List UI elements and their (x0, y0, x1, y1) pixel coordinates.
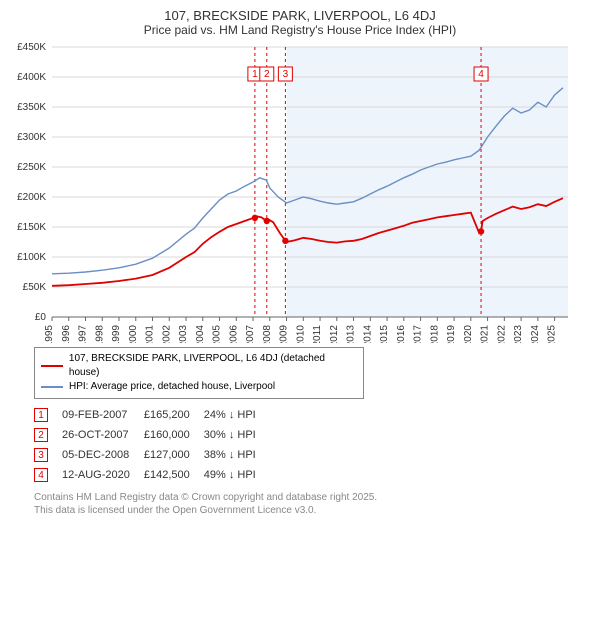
svg-text:2001: 2001 (145, 325, 156, 343)
svg-text:2003: 2003 (178, 325, 189, 343)
page-title: 107, BRECKSIDE PARK, LIVERPOOL, L6 4DJ (10, 8, 590, 23)
svg-text:2013: 2013 (346, 325, 357, 343)
sale-delta: 24% ↓ HPI (204, 405, 270, 425)
svg-text:2002: 2002 (161, 325, 172, 343)
svg-text:£250K: £250K (17, 162, 46, 173)
svg-text:2011: 2011 (312, 325, 323, 343)
sale-marker-num: 4 (34, 468, 48, 482)
svg-text:2009: 2009 (279, 325, 290, 343)
svg-text:2005: 2005 (212, 325, 223, 343)
svg-text:1: 1 (252, 69, 258, 80)
sale-date: 12-AUG-2020 (62, 465, 144, 485)
svg-text:2019: 2019 (446, 325, 457, 343)
svg-text:£50K: £50K (23, 282, 47, 293)
sales-table: 1 09-FEB-2007£165,20024% ↓ HPI 2 26-OCT-200… (34, 405, 270, 485)
sale-price: £165,200 (144, 405, 204, 425)
sale-date: 26-OCT-2007 (62, 425, 144, 445)
svg-text:2007: 2007 (245, 325, 256, 343)
svg-text:2024: 2024 (530, 325, 541, 343)
sale-delta: 49% ↓ HPI (204, 465, 270, 485)
sale-delta: 38% ↓ HPI (204, 445, 270, 465)
sale-price: £127,000 (144, 445, 204, 465)
page-subtitle: Price paid vs. HM Land Registry's House … (10, 23, 590, 37)
sale-delta: 30% ↓ HPI (204, 425, 270, 445)
sale-price: £142,500 (144, 465, 204, 485)
svg-text:1996: 1996 (61, 325, 72, 343)
svg-text:1999: 1999 (111, 325, 122, 343)
svg-text:2021: 2021 (480, 325, 491, 343)
sale-row: 1 09-FEB-2007£165,20024% ↓ HPI (34, 405, 270, 425)
svg-text:2016: 2016 (396, 325, 407, 343)
footer-attribution: Contains HM Land Registry data © Crown c… (34, 491, 588, 517)
svg-text:1997: 1997 (78, 325, 89, 343)
svg-text:1998: 1998 (94, 325, 105, 343)
svg-text:2017: 2017 (413, 325, 424, 343)
sale-marker-num: 2 (34, 428, 48, 442)
svg-text:2020: 2020 (463, 325, 474, 343)
svg-text:£100K: £100K (17, 252, 46, 263)
legend-swatch (41, 386, 63, 388)
svg-text:£0: £0 (35, 312, 47, 323)
footer-line: This data is licensed under the Open Gov… (34, 504, 588, 517)
svg-text:2014: 2014 (362, 325, 373, 343)
legend-item: 107, BRECKSIDE PARK, LIVERPOOL, L6 4DJ (… (41, 352, 357, 380)
svg-text:2006: 2006 (228, 325, 239, 343)
svg-text:£350K: £350K (17, 102, 46, 113)
svg-text:2004: 2004 (195, 325, 206, 343)
svg-text:2: 2 (264, 69, 270, 80)
svg-text:2010: 2010 (295, 325, 306, 343)
legend-label: 107, BRECKSIDE PARK, LIVERPOOL, L6 4DJ (… (69, 352, 357, 380)
svg-text:2000: 2000 (128, 325, 139, 343)
chart-container: £0 £50K £100K £150K £200K £250K £300K £350K £400… (10, 43, 590, 343)
legend-item: HPI: Average price, detached house, Live… (41, 380, 357, 394)
svg-text:4: 4 (478, 69, 484, 80)
svg-text:2008: 2008 (262, 325, 273, 343)
sale-date: 05-DEC-2008 (62, 445, 144, 465)
sale-price: £160,000 (144, 425, 204, 445)
svg-text:2022: 2022 (496, 325, 507, 343)
sale-row: 2 26-OCT-2007£160,00030% ↓ HPI (34, 425, 270, 445)
svg-text:£400K: £400K (17, 72, 46, 83)
legend: 107, BRECKSIDE PARK, LIVERPOOL, L6 4DJ (… (34, 347, 364, 399)
svg-text:£200K: £200K (17, 192, 46, 203)
footer-line: Contains HM Land Registry data © Crown c… (34, 491, 588, 504)
svg-text:£450K: £450K (17, 43, 46, 53)
svg-text:3: 3 (283, 69, 289, 80)
svg-text:1995: 1995 (44, 325, 55, 343)
sale-marker-num: 3 (34, 448, 48, 462)
sale-marker-num: 1 (34, 408, 48, 422)
svg-text:2023: 2023 (513, 325, 524, 343)
legend-swatch (41, 365, 63, 367)
svg-text:£150K: £150K (17, 222, 46, 233)
price-chart: £0 £50K £100K £150K £200K £250K £300K £350K £400… (10, 43, 570, 343)
svg-text:2015: 2015 (379, 325, 390, 343)
svg-text:2025: 2025 (547, 325, 558, 343)
sale-date: 09-FEB-2007 (62, 405, 144, 425)
sale-row: 3 05-DEC-2008£127,00038% ↓ HPI (34, 445, 270, 465)
svg-text:£300K: £300K (17, 132, 46, 143)
sale-row: 4 12-AUG-2020£142,50049% ↓ HPI (34, 465, 270, 485)
svg-text:2018: 2018 (429, 325, 440, 343)
legend-label: HPI: Average price, detached house, Live… (69, 380, 275, 394)
svg-text:2012: 2012 (329, 325, 340, 343)
